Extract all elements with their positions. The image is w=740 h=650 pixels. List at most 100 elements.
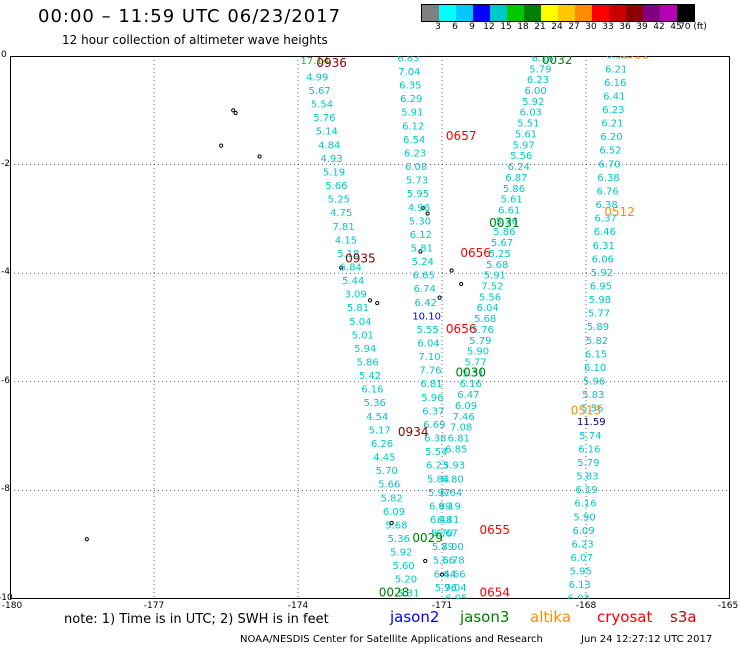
island-marker [459, 281, 464, 287]
wave-height-value: 5.91 [484, 271, 506, 282]
wave-height-value: 6.81 [448, 434, 470, 445]
color-scale-label: 18 [517, 22, 529, 32]
wave-height-value: 5.25 [328, 195, 350, 206]
wave-height-value: 5.95 [570, 567, 592, 578]
track-time-label: 0656 [446, 322, 477, 336]
wave-height-value: 5.86 [356, 358, 378, 369]
wave-height-value: 7.46 [452, 412, 474, 423]
island-marker [219, 143, 224, 148]
color-scale-label: 42 [653, 22, 665, 32]
wave-height-value: 6.36 [606, 56, 628, 62]
wave-height-value: 6.87 [505, 173, 527, 184]
map-title: 00:00 – 11:59 UTC 06/23/2017 [38, 6, 342, 27]
wave-height-value: 5.92 [390, 548, 412, 559]
track-time-label: 0935 [345, 251, 376, 265]
wave-height-value: 5.90 [573, 512, 595, 523]
wave-height-value: 5.86 [503, 184, 525, 195]
color-scale-label: 3 [435, 22, 441, 32]
map-svg: 17.14 4.99 5.67 5.54 5.76 5.14 4.84 4.93 5.19 5.6… [10, 48, 730, 605]
wave-height-value: 5.36 [364, 398, 386, 409]
wave-height-value: 5.76 [472, 325, 494, 336]
map-subtitle: 12 hour collection of altimeter wave hei… [62, 33, 328, 47]
track-time-label: 0936 [316, 56, 347, 70]
wave-height-value: 6.52 [599, 146, 621, 157]
wave-height-value: 6.21 [605, 64, 627, 75]
wave-height-value: 5.01 [352, 330, 374, 341]
y-tick-label: -4 [1, 267, 10, 278]
color-scale-label: 45 [670, 22, 682, 32]
x-tick-label: -177 [143, 601, 165, 611]
wave-height-value: 5.81 [411, 243, 433, 254]
wave-height-value: 5.81 [347, 303, 369, 314]
wave-height-value: 6.47 [457, 390, 479, 401]
wave-height-value: 5.42 [359, 371, 381, 382]
wave-height-value: 5.79 [529, 64, 551, 75]
wave-height-value: 5.24 [412, 257, 434, 268]
x-tick-label: -180 [1, 601, 23, 611]
wave-height-value: 6.09 [572, 526, 594, 537]
wave-height-value: 5.20 [395, 575, 417, 586]
y-tick-label: -2 [1, 158, 10, 169]
wave-height-value: 5.92 [522, 97, 544, 108]
color-scale-label: 39 [636, 22, 648, 32]
wave-height-value: 6.23 [602, 105, 624, 116]
wave-height-value: 6.31 [593, 241, 615, 252]
wave-height-value: 6.41 [603, 91, 625, 102]
wave-height-value: 6.16 [604, 78, 626, 89]
wave-height-value: 7.52 [481, 281, 503, 292]
island-marker [420, 205, 425, 211]
wave-height-value: 6.21 [601, 119, 623, 130]
wave-height-value: 6.23 [426, 461, 448, 472]
wave-height-value: 6.80 [441, 474, 463, 485]
wave-height-value: 5.68 [486, 260, 508, 271]
wave-height-value: 5.89 [432, 542, 454, 553]
wave-height-value: 6.12 [402, 121, 424, 132]
island-marker [418, 249, 423, 254]
track-time-label: 0512 [604, 205, 635, 219]
wave-height-value: 6.70 [598, 159, 620, 170]
wave-height-value: 6.46 [594, 227, 616, 238]
wave-height-value: 5.79 [469, 336, 491, 347]
wave-height-value: 5.51 [517, 119, 539, 130]
wave-height-value: 6.16 [460, 379, 482, 390]
island-marker [437, 295, 442, 300]
legend-altika: altika [530, 608, 572, 626]
footer-note: note: 1) Time is in UTC; 2) SWH is in fe… [64, 612, 329, 627]
wave-height-value: 6.42 [415, 298, 437, 309]
color-scale-label: 70 (ft) [679, 22, 707, 32]
wave-height-value: 5.77 [464, 358, 486, 369]
wave-height-value: 5.83 [582, 390, 604, 401]
wave-height-value: 6.16 [574, 499, 596, 510]
wave-height-value: 6.65 [413, 271, 435, 282]
wave-height-value: 5.82 [586, 336, 608, 347]
wave-height-value: 5.76 [313, 113, 335, 124]
color-scale-swatch [524, 5, 541, 21]
wave-height-value: 5.73 [406, 176, 428, 187]
wave-height-value: 5.91 [401, 108, 423, 119]
wave-height-value: 6.13 [569, 580, 591, 591]
wave-height-value: 4.15 [335, 235, 357, 246]
wave-height-value: 6.19 [575, 485, 597, 496]
wave-height-value: 6.95 [445, 594, 467, 599]
wave-height-value: 5.14 [316, 127, 338, 138]
wave-height-value: 10.10 [412, 311, 441, 322]
track-time-label: 0654 [480, 585, 511, 599]
wave-height-value: 6.10 [584, 363, 606, 374]
track-time-label: 0031 [489, 216, 520, 230]
wave-height-value: 7.81 [332, 222, 354, 233]
y-tick-label: -8 [1, 484, 10, 495]
wave-height-value: 6.41 [437, 515, 459, 526]
wave-height-map: 17.14 4.99 5.67 5.54 5.76 5.14 4.84 4.93 5.19 5.6… [10, 48, 730, 605]
wave-height-value: 5.70 [431, 529, 453, 540]
generated-timestamp: Jun 24 12:27:12 UTC 2017 [581, 634, 713, 645]
wave-height-value: 5.56 [479, 292, 501, 303]
wave-height-value: 7.08 [450, 423, 472, 434]
wave-height-value: 6.37 [595, 214, 617, 225]
legend-s3a: s3a [670, 608, 697, 626]
wave-height-value: 6.16 [361, 385, 383, 396]
wave-height-value: 5.31 [397, 588, 419, 599]
credit-text: NOAA/NESDIS Center for Satellite Applica… [240, 634, 543, 645]
wave-height-value: 4.93 [320, 154, 342, 165]
wave-height-value: 7.76 [419, 366, 441, 377]
wave-height-value: 5.56 [581, 404, 603, 415]
